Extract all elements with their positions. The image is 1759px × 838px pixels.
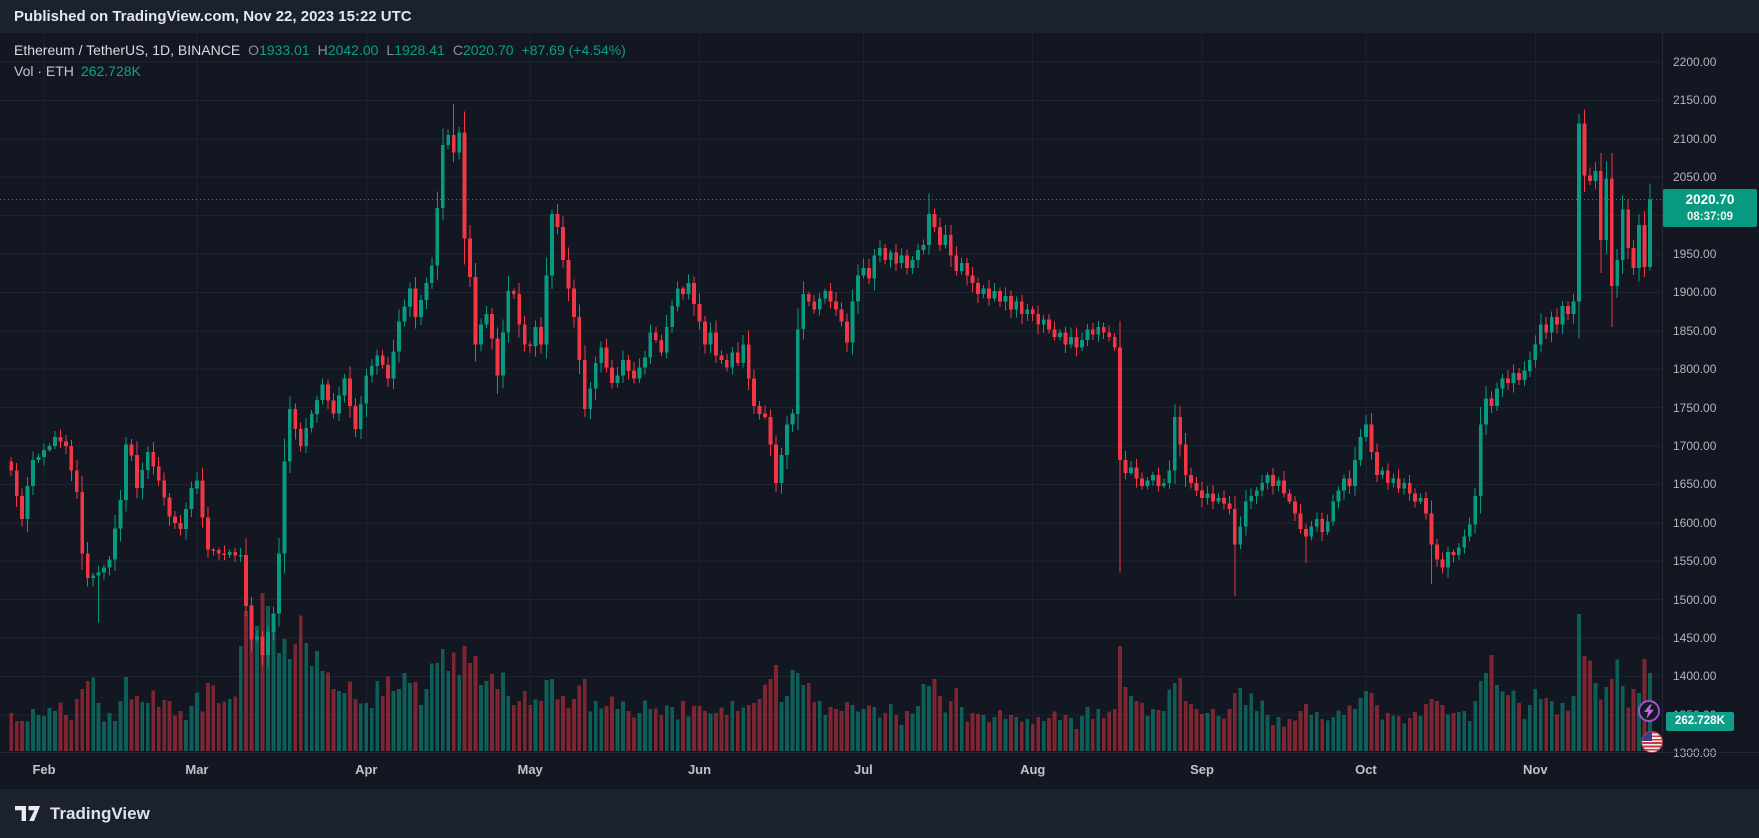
- time-tick-label: Sep: [1190, 762, 1214, 777]
- time-tick-label: Apr: [355, 762, 378, 777]
- price-tick-label: 1450.00: [1673, 631, 1717, 645]
- lightning-icon: [1638, 700, 1660, 722]
- tradingview-brand-text[interactable]: TradingView: [50, 803, 150, 823]
- price-tick-label: 1800.00: [1673, 362, 1717, 377]
- time-tick-label: Nov: [1523, 762, 1548, 777]
- footer-bar: TradingView: [0, 789, 1759, 838]
- high-label: H: [317, 42, 328, 58]
- volume-value: 262.728K: [80, 63, 141, 79]
- price-tick-label: 1750.00: [1673, 400, 1717, 415]
- volume-layer: [9, 593, 1652, 751]
- price-tick-label: 2200.00: [1673, 55, 1717, 69]
- grid-layer: [0, 33, 1662, 752]
- time-tick-label: Feb: [32, 762, 56, 777]
- price-tick-label: 2050.00: [1673, 170, 1717, 185]
- time-tick-label: Jul: [853, 762, 873, 777]
- chart-pane[interactable]: 2200.00 2150.00 2100.00 2050.00 1950.00 1900.…: [0, 33, 1759, 789]
- price-tick-label: 1650.00: [1673, 477, 1717, 492]
- price-tick-label: 1600.00: [1673, 515, 1717, 530]
- price-tick-label: 1850.00: [1673, 323, 1717, 338]
- published-bar: Published on TradingView.com, Nov 22, 20…: [0, 0, 1759, 33]
- volume-label: Vol · ETH: [14, 63, 74, 79]
- last-price-badge: 2020.70 08:37:09: [1663, 188, 1757, 227]
- candlestick-plot[interactable]: [0, 33, 1662, 752]
- time-axis[interactable]: Feb Mar Apr May Jun Jul Aug Sep Oct Nov: [0, 752, 1759, 789]
- price-axis[interactable]: 2200.00 2150.00 2100.00 2050.00 1950.00 1900.…: [1662, 33, 1759, 760]
- price-tick-label: 1900.00: [1673, 285, 1717, 300]
- price-tick-label: 2150.00: [1673, 93, 1717, 108]
- time-tick-label: Aug: [1020, 762, 1046, 777]
- time-tick-label: Jun: [687, 762, 712, 777]
- bar-countdown: 08:37:09: [1686, 210, 1734, 223]
- low-label: L: [386, 42, 395, 58]
- time-tick-label: May: [517, 762, 543, 777]
- price-tick-label: 1500.00: [1673, 592, 1717, 607]
- flag-canton: [1642, 732, 1652, 741]
- change-value: +87.69 (+4.54%): [521, 42, 626, 58]
- close-label: C: [452, 42, 463, 58]
- low-value: 1928.41: [394, 42, 445, 58]
- legend-row-symbol: Ethereum / TetherUS, 1D, BINANCE O1933.01…: [14, 40, 626, 61]
- candles-layer: [9, 104, 1652, 667]
- price-tick-label: 1550.00: [1673, 554, 1717, 569]
- open-label: O: [248, 42, 260, 58]
- last-price-value: 2020.70: [1685, 191, 1735, 207]
- chart-legend: Ethereum / TetherUS, 1D, BINANCE O1933.01…: [14, 40, 626, 82]
- time-tick-label: Oct: [1355, 762, 1377, 777]
- close-value: 2020.70: [462, 42, 514, 58]
- price-tick-label: 1950.00: [1673, 247, 1717, 261]
- legend-row-volume: Vol · ETH 262.728K: [14, 61, 626, 82]
- tradingview-logo-icon[interactable]: [14, 804, 41, 823]
- high-value: 2042.00: [327, 42, 379, 58]
- price-tick-label: 1300.00: [1673, 746, 1717, 761]
- price-tick-label: 1400.00: [1673, 669, 1717, 684]
- open-value: 1933.01: [259, 42, 310, 58]
- us-flag-icon: [1641, 731, 1663, 753]
- published-text: Published on TradingView.com, Nov 22, 20…: [14, 8, 412, 25]
- time-tick-label: Mar: [185, 762, 209, 777]
- volume-axis-badge: 262.728K: [1666, 712, 1734, 731]
- price-tick-label: 1700.00: [1673, 439, 1717, 453]
- price-tick-label: 2100.00: [1673, 131, 1717, 146]
- symbol-title[interactable]: Ethereum / TetherUS, 1D, BINANCE: [14, 42, 241, 58]
